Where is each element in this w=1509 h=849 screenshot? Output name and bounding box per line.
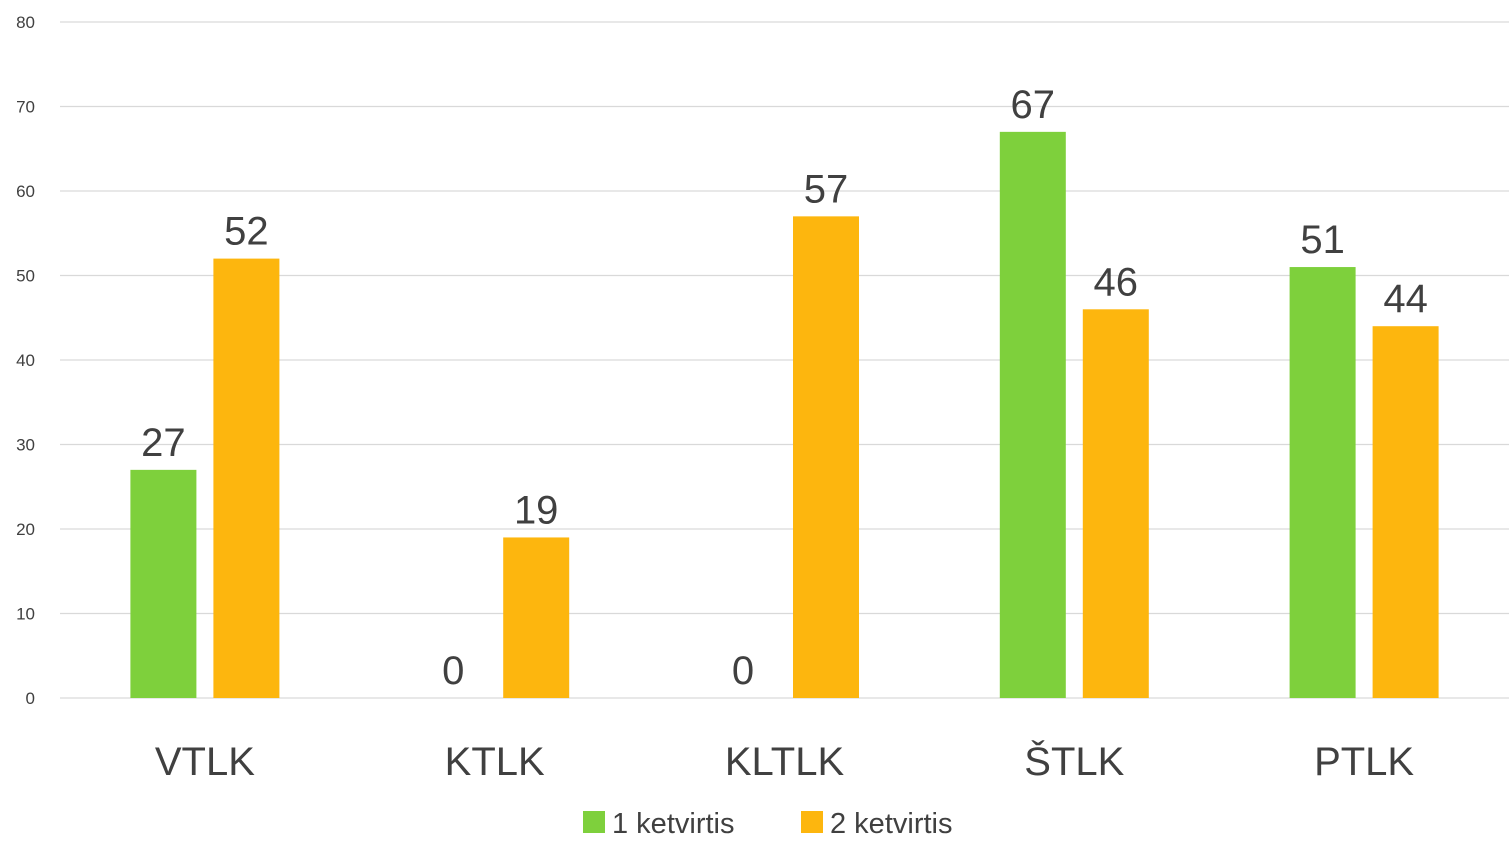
data-label: 67 [1011,83,1056,127]
legend-label: 1 ketvirtis [612,808,734,840]
legend-swatch [583,811,605,833]
bar [503,537,570,698]
legend-label: 2 ketvirtis [830,808,952,840]
y-tick-label: 70 [16,98,35,117]
legend: 1 ketvirtis 2 ketvirtis [583,808,952,840]
data-label: 52 [224,210,269,254]
x-axis-ticks: VTLK KTLK KLTLK ŠTLK PTLK [155,739,1415,784]
data-label: 51 [1300,218,1345,262]
data-label: 19 [514,488,559,532]
bar [213,258,280,698]
bar [1289,267,1356,698]
y-tick-label: 60 [16,182,35,201]
bar [1082,309,1149,698]
data-label: 0 [442,649,464,693]
gridlines [60,21,1509,699]
x-tick-label: KTLK [445,740,545,784]
bar [793,216,859,698]
y-tick-label: 0 [26,689,35,708]
legend-swatch [801,811,823,833]
bar [130,469,197,698]
y-tick-label: 20 [16,520,35,539]
y-tick-label: 10 [16,605,35,624]
y-tick-label: 80 [16,13,35,32]
y-tick-label: 30 [16,436,35,455]
x-tick-label: KLTLK [725,740,845,784]
x-tick-label: ŠTLK [1024,739,1124,784]
y-axis-ticks: 0 10 20 30 40 50 60 70 80 [16,13,35,708]
bars [130,131,1439,699]
data-label: 46 [1094,260,1139,304]
x-tick-label: PTLK [1314,740,1414,784]
data-labels: 27 52 0 19 0 57 67 46 51 44 [141,83,1428,693]
y-tick-label: 50 [16,267,35,286]
bar [999,131,1066,699]
y-tick-label: 40 [16,351,35,370]
bar [1372,326,1439,698]
data-label: 0 [732,649,754,693]
data-label: 27 [141,421,186,465]
data-label: 57 [804,167,849,211]
x-tick-label: VTLK [155,740,255,784]
data-label: 44 [1383,277,1428,321]
